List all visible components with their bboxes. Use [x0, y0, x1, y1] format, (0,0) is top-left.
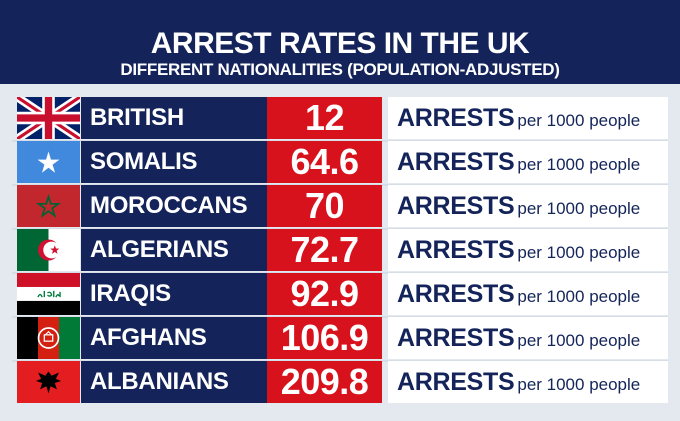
- unit-main: ARRESTS: [397, 104, 515, 132]
- arrest-rate-value: 70: [267, 185, 382, 227]
- unit-sub: per 1000 people: [517, 111, 641, 130]
- table-row: ALBANIANS 209.8 ARRESTS per 1000 people: [12, 361, 668, 403]
- unit-label: ARRESTS per 1000 people: [388, 97, 668, 139]
- table-row: MOROCCANS 70 ARRESTS per 1000 people: [12, 185, 668, 227]
- unit-label: ARRESTS per 1000 people: [388, 185, 668, 227]
- unit-label: ARRESTS per 1000 people: [388, 317, 668, 359]
- unit-label: ARRESTS per 1000 people: [388, 273, 668, 315]
- table-row: IRAQIS 92.9 ARRESTS per 1000 people: [12, 273, 668, 315]
- unit-sub: per 1000 people: [517, 199, 641, 218]
- nationality-label: SOMALIS: [81, 141, 267, 183]
- nationality-label: ALGERIANS: [81, 229, 267, 271]
- arrest-rate-value: 12: [267, 97, 382, 139]
- nationality-label: MOROCCANS: [81, 185, 267, 227]
- unit-main: ARRESTS: [397, 280, 515, 308]
- morocco-flag-icon: [17, 185, 80, 227]
- unit-label: ARRESTS per 1000 people: [388, 229, 668, 271]
- unit-label: ARRESTS per 1000 people: [388, 361, 668, 403]
- arrest-rate-value: 106.9: [267, 317, 382, 359]
- iraq-flag-icon: [17, 273, 80, 315]
- unit-sub: per 1000 people: [517, 287, 641, 306]
- nationality-label: IRAQIS: [81, 273, 267, 315]
- unit-sub: per 1000 people: [517, 155, 641, 174]
- algeria-flag-icon: [17, 229, 80, 271]
- unit-label: ARRESTS per 1000 people: [388, 141, 668, 183]
- chart-subtitle: DIFFERENT NATIONALITIES (POPULATION-ADJU…: [120, 60, 560, 79]
- table-row: AFGHANS 106.9 ARRESTS per 1000 people: [12, 317, 668, 359]
- chart-title: ARREST RATES IN THE UK: [150, 27, 530, 60]
- unit-main: ARRESTS: [397, 368, 515, 396]
- uk-flag-icon: [17, 97, 80, 139]
- nationality-label: ALBANIANS: [81, 361, 267, 403]
- arrest-rate-value: 209.8: [267, 361, 382, 403]
- albania-flag-icon: [17, 361, 80, 403]
- arrest-rate-value: 64.6: [267, 141, 382, 183]
- table-row: ALGERIANS 72.7 ARRESTS per 1000 people: [12, 229, 668, 271]
- unit-sub: per 1000 people: [517, 375, 641, 394]
- unit-main: ARRESTS: [397, 192, 515, 220]
- table-row: BRITISH 12 ARRESTS per 1000 people: [12, 97, 668, 139]
- unit-main: ARRESTS: [397, 324, 515, 352]
- afghanistan-flag-icon: [17, 317, 80, 359]
- unit-main: ARRESTS: [397, 148, 515, 176]
- somalia-flag-icon: [17, 141, 80, 183]
- unit-main: ARRESTS: [397, 236, 515, 264]
- arrest-rate-value: 92.9: [267, 273, 382, 315]
- unit-sub: per 1000 people: [517, 243, 641, 262]
- arrest-rate-value: 72.7: [267, 229, 382, 271]
- nationality-label: AFGHANS: [81, 317, 267, 359]
- header-banner: ARREST RATES IN THE UK DIFFERENT NATIONA…: [0, 0, 680, 84]
- table-row: SOMALIS 64.6 ARRESTS per 1000 people: [12, 141, 668, 183]
- unit-sub: per 1000 people: [517, 331, 641, 350]
- nationality-label: BRITISH: [81, 97, 267, 139]
